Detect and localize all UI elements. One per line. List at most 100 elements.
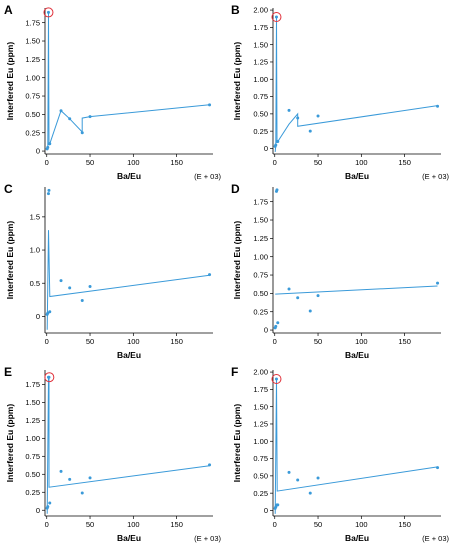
data-point xyxy=(208,273,212,277)
x-tick-label: 50 xyxy=(86,520,94,529)
x-tick-label: 150 xyxy=(170,520,183,529)
x-tick-label: 150 xyxy=(170,337,183,346)
data-point xyxy=(48,142,52,146)
y-tick-label: 1.5 xyxy=(30,212,40,221)
panel-c: C 0 0.5 1.0 1.5 0 50 100 150 Ba/Eu Interfered Eu (… xyxy=(4,182,213,360)
data-point xyxy=(208,463,212,467)
y-tick-label: 0.5 xyxy=(30,279,40,288)
data-point xyxy=(436,104,440,108)
data-point xyxy=(296,116,300,120)
y-tick-label: 1.00 xyxy=(253,75,268,84)
y-tick-label: 0.25 xyxy=(253,127,268,136)
y-tick-label: 0.75 xyxy=(25,92,40,101)
y-tick-label: 1.50 xyxy=(253,40,268,49)
data-point xyxy=(436,466,440,470)
x-tick-label: 100 xyxy=(127,520,140,529)
data-point xyxy=(274,15,278,19)
x-tick-label: 150 xyxy=(398,158,411,167)
data-point xyxy=(308,129,312,133)
y-tick-label: 1.75 xyxy=(25,18,40,27)
y-tick-label: 1.50 xyxy=(25,398,40,407)
y-tick-label: 1.00 xyxy=(25,73,40,82)
y-tick-label: 1.50 xyxy=(25,37,40,46)
y-tick-label: 1.0 xyxy=(30,246,40,255)
fit-line xyxy=(274,378,438,514)
data-point xyxy=(68,117,72,121)
x-tick-label: 100 xyxy=(355,520,368,529)
y-tick-label: 1.25 xyxy=(253,58,268,67)
y-tick-label: 0.25 xyxy=(253,489,268,498)
x-axis-title: Ba/Eu xyxy=(117,171,141,181)
y-tick-label: 1.00 xyxy=(253,252,268,261)
x-tick-label: 50 xyxy=(86,337,94,346)
data-point xyxy=(436,281,440,285)
x-tick-label: 100 xyxy=(355,337,368,346)
y-tick-label: 0.50 xyxy=(253,289,268,298)
y-tick-label: 0.50 xyxy=(253,109,268,118)
y-tick-label: 1.50 xyxy=(253,216,268,225)
panel-letter: E xyxy=(4,365,12,379)
data-point xyxy=(46,505,50,509)
x-tick-label: 0 xyxy=(273,337,277,346)
data-point xyxy=(276,503,280,507)
x-tick-label: 0 xyxy=(45,337,49,346)
fit-line xyxy=(46,230,210,330)
outlier-highlight-circle xyxy=(271,11,282,22)
data-point xyxy=(80,131,84,135)
x-tick-label: 50 xyxy=(86,158,94,167)
data-point xyxy=(80,298,84,302)
panel-letter: F xyxy=(231,365,238,379)
y-tick-label: 1.75 xyxy=(25,380,40,389)
data-point xyxy=(287,108,291,112)
y-tick-label: 0.75 xyxy=(253,92,268,101)
data-point xyxy=(48,501,52,505)
y-tick-label: 0.25 xyxy=(253,307,268,316)
y-tick-label: 2.00 xyxy=(253,368,268,377)
x-axis-title: Ba/Eu xyxy=(345,171,369,181)
x-tick-label: 150 xyxy=(170,158,183,167)
y-tick-label: 1.25 xyxy=(25,55,40,64)
data-point xyxy=(59,469,63,473)
data-point xyxy=(308,309,312,313)
data-point xyxy=(208,103,212,107)
x-axis-multiplier: (E + 03) xyxy=(422,534,449,543)
data-point xyxy=(68,477,72,481)
y-tick-label: 1.25 xyxy=(253,234,268,243)
x-tick-label: 50 xyxy=(314,337,322,346)
data-point xyxy=(88,476,92,480)
data-point xyxy=(296,478,300,482)
data-point xyxy=(276,321,280,325)
panel-d: D 0 0.25 0.50 0.75 1.00 1.25 1.50 1.75 0 50 100 150 B… xyxy=(231,182,441,360)
panel-e: E 0 0.25 0.50 0.75 1.00 1.25 1.50 1.75 0 50 100 150 B… xyxy=(4,365,221,543)
x-axis-title: Ba/Eu xyxy=(345,350,369,360)
x-tick-label: 150 xyxy=(398,520,411,529)
x-axis-multiplier: (E + 03) xyxy=(194,534,221,543)
y-tick-label: 0 xyxy=(264,144,268,153)
data-point xyxy=(80,491,84,495)
y-tick-label: 1.75 xyxy=(253,23,268,32)
data-point xyxy=(47,375,51,379)
outlier-highlight-circle xyxy=(271,373,282,384)
data-point xyxy=(59,279,63,283)
data-point xyxy=(316,294,320,298)
fit-line xyxy=(275,285,438,295)
y-tick-label: 1.75 xyxy=(253,385,268,394)
x-tick-label: 50 xyxy=(314,158,322,167)
data-point xyxy=(276,140,280,144)
outlier-highlight-circle xyxy=(43,7,54,18)
data-point xyxy=(88,115,92,119)
y-axis-title: Interfered Eu (ppm) xyxy=(232,221,242,300)
data-point xyxy=(46,145,50,149)
data-point xyxy=(274,377,278,381)
y-tick-label: 1.00 xyxy=(25,434,40,443)
y-tick-label: 2.00 xyxy=(253,6,268,15)
y-tick-label: 0.50 xyxy=(25,110,40,119)
data-point xyxy=(308,491,312,495)
x-tick-label: 0 xyxy=(273,520,277,529)
y-tick-label: 0 xyxy=(36,312,40,321)
x-tick-label: 50 xyxy=(314,520,322,529)
data-point xyxy=(274,143,278,147)
data-point xyxy=(46,192,50,196)
